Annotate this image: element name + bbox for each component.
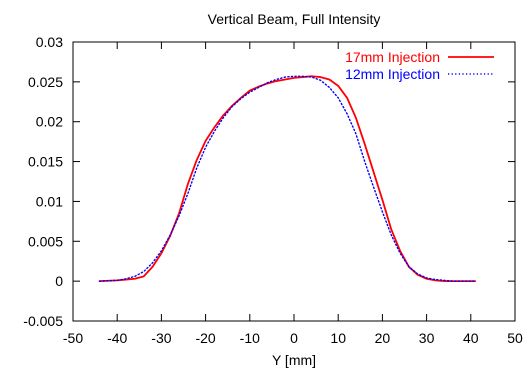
plot-frame [72,41,516,322]
series-line-12mm-injection [98,75,476,282]
y-tick-label: 0.015 [28,154,63,170]
x-tick-label: -30 [151,330,171,346]
y-tick-label: -0.005 [23,313,63,329]
y-tick-label: 0.03 [36,34,63,50]
x-tick-label: -40 [107,330,127,346]
x-tick-label: 50 [507,330,523,346]
legend-label-12mm-injection: 12mm Injection [345,66,440,82]
x-axis-label: Y [mm] [272,352,316,368]
y-tick-label: 0 [55,273,63,289]
x-tick-label: 10 [330,330,346,346]
legend-label-17mm-injection: 17mm Injection [345,49,440,65]
x-tick-label: -50 [63,330,83,346]
chart-title: Vertical Beam, Full Intensity [208,11,381,27]
y-tick-label: 0.025 [28,74,63,90]
x-tick-label: -10 [240,330,260,346]
x-tick-label: 40 [463,330,479,346]
x-tick-label: -20 [195,330,215,346]
y-tick-label: 0.02 [36,114,63,130]
y-tick-label: 0.01 [36,193,63,209]
x-tick-label: 30 [419,330,435,346]
x-tick-label: 20 [375,330,391,346]
series-line-17mm-injection [98,75,477,283]
x-tick-label: 0 [290,330,298,346]
y-tick-label: 0.005 [28,233,63,249]
